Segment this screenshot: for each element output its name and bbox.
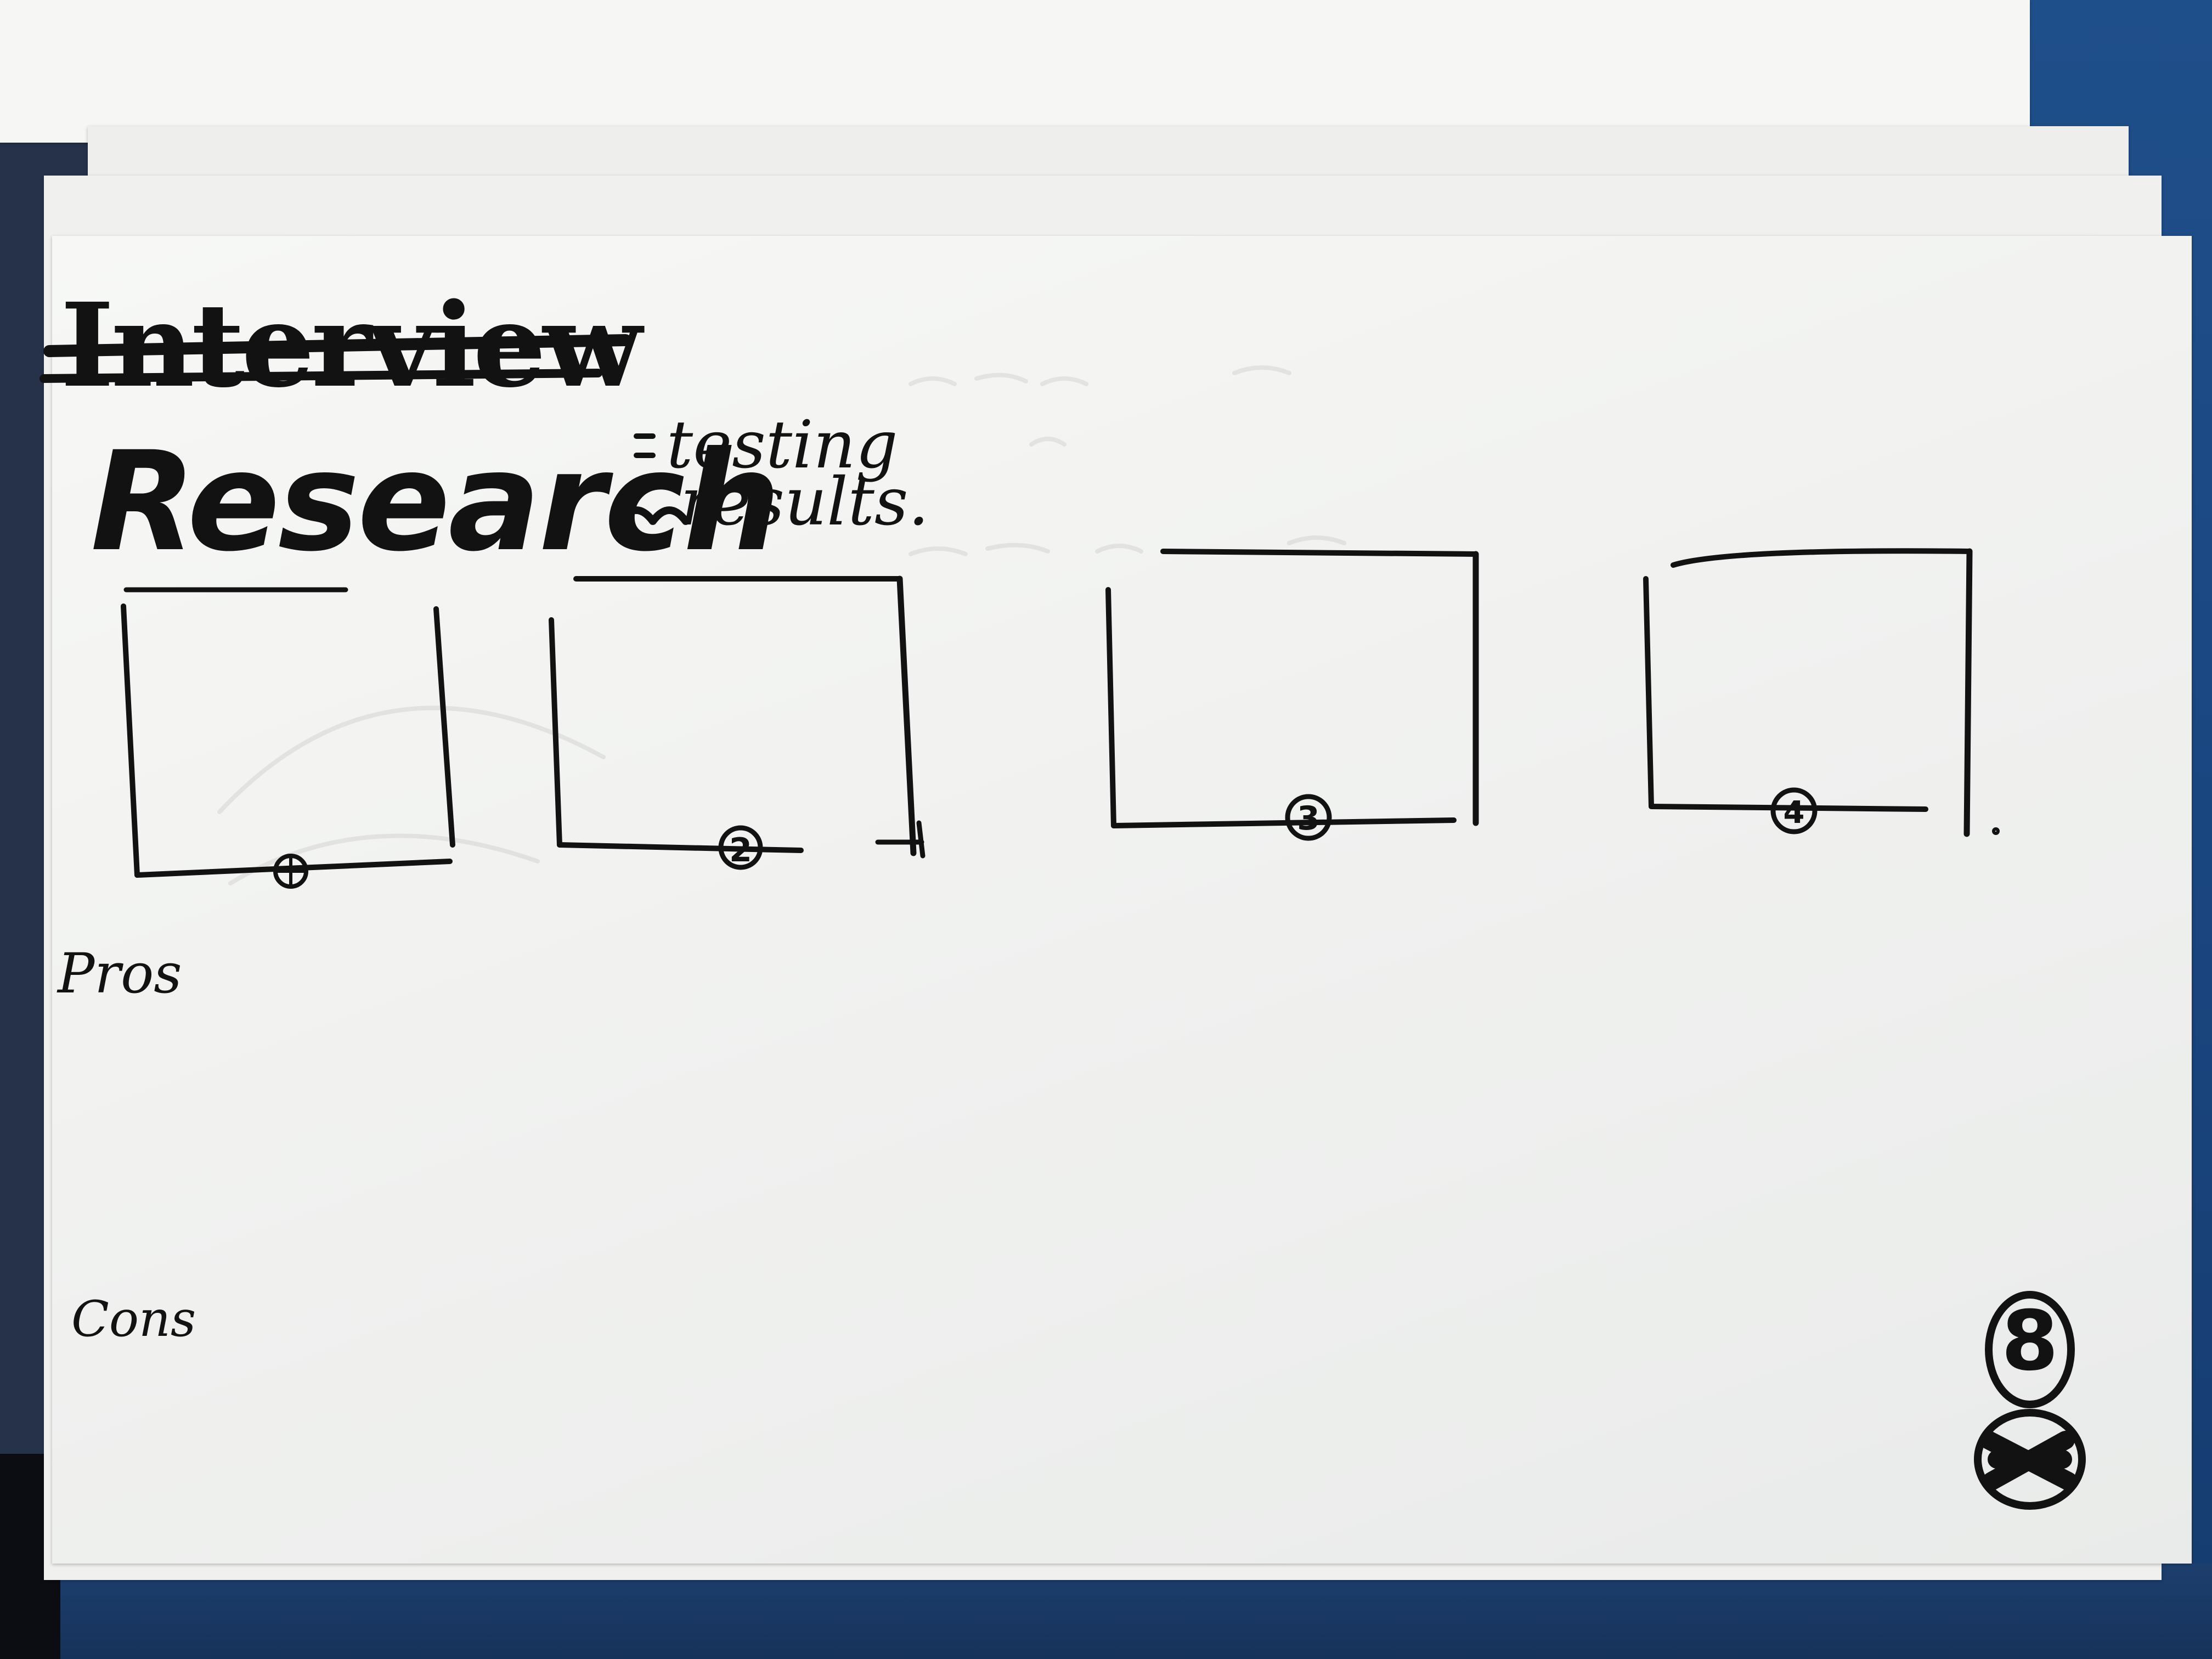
page-number-circle bbox=[1985, 1291, 2075, 1408]
scribble-mark bbox=[616, 506, 690, 525]
frame-1 bbox=[121, 587, 455, 889]
strike-line-1 bbox=[43, 334, 631, 357]
frame-2-number: 2 bbox=[729, 831, 752, 870]
page-number: 8 bbox=[2001, 1294, 2059, 1389]
cons-label: Cons bbox=[71, 1290, 196, 1348]
crossed-out-scribble bbox=[1979, 1431, 2078, 1491]
crossed-out-circle bbox=[1974, 1409, 2086, 1510]
sketch-title: Research bbox=[91, 422, 781, 582]
strike-line-2 bbox=[40, 369, 602, 383]
paper-sheet-main bbox=[52, 236, 2192, 1564]
pros-label: Pros bbox=[58, 941, 182, 1006]
frame-4-number: 4 bbox=[1784, 795, 1805, 831]
frame-3 bbox=[1105, 549, 1479, 841]
frame-4 bbox=[1643, 548, 2000, 837]
paper-sheet-top bbox=[0, 0, 2030, 143]
subtitle-results: results. bbox=[680, 464, 929, 540]
colon-mark bbox=[634, 433, 656, 458]
frame-3-number: 3 bbox=[1297, 799, 1320, 838]
frame-2 bbox=[549, 575, 926, 870]
subtitle-testing: testing bbox=[667, 407, 898, 483]
